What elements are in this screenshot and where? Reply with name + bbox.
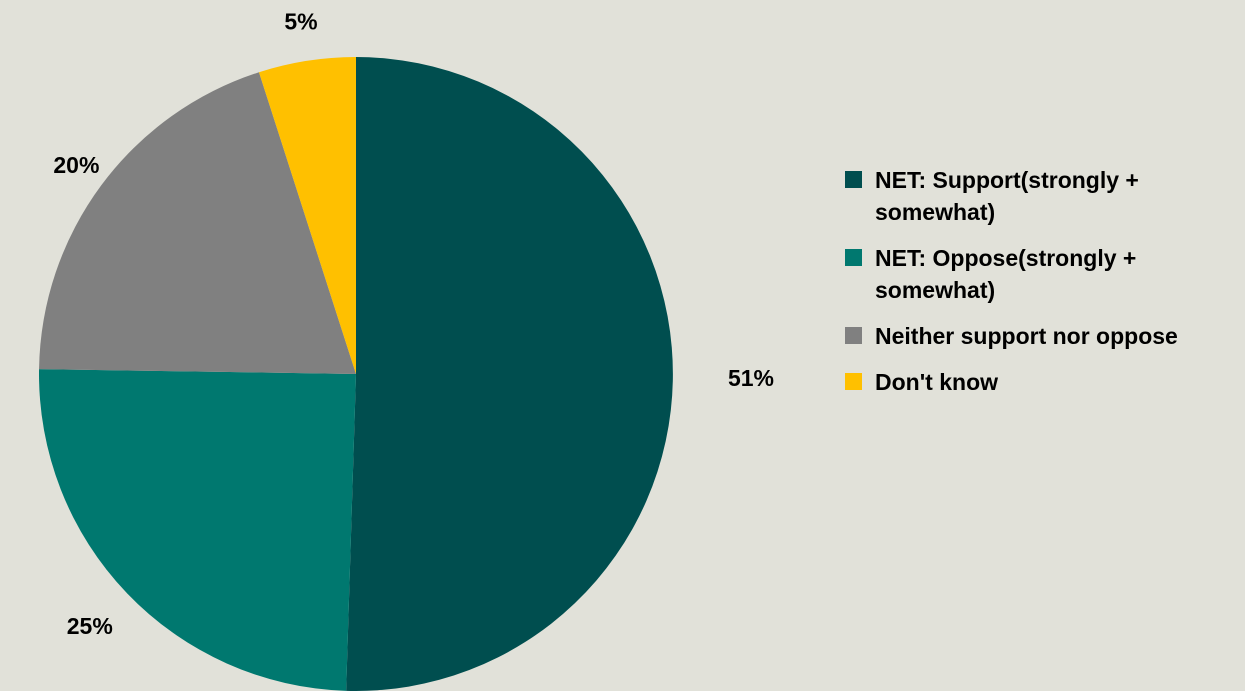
data-label-oppose: 25%	[67, 613, 113, 639]
legend-swatch-neither	[845, 327, 862, 344]
legend-item-neither[interactable]: Neither support nor oppose	[845, 320, 1235, 352]
legend-item-support[interactable]: NET: Support(strongly + somewhat)	[845, 164, 1235, 228]
legend-swatch-oppose	[845, 249, 862, 266]
legend-item-oppose[interactable]: NET: Oppose(strongly + somewhat)	[845, 242, 1235, 306]
data-label-neither: 20%	[53, 152, 99, 178]
legend-swatch-dont-know	[845, 373, 862, 390]
pie-slice-dont-know[interactable]	[258, 57, 356, 374]
data-label-dont-know: 5%	[284, 8, 317, 34]
legend-item-dont-know[interactable]: Don't know	[845, 366, 1235, 398]
legend-label-neither: Neither support nor oppose	[875, 323, 1178, 349]
legend-label-support: NET: Support(strongly + somewhat)	[875, 167, 1139, 225]
chart-legend: NET: Support(strongly + somewhat) NET: O…	[845, 164, 1235, 412]
legend-swatch-support	[845, 171, 862, 188]
legend-label-dont-know: Don't know	[875, 369, 999, 395]
pie-slice-support[interactable]	[346, 57, 673, 691]
data-label-support: 51%	[728, 365, 774, 391]
pie-slice-oppose[interactable]	[39, 369, 356, 691]
pie-slice-neither[interactable]	[39, 72, 356, 375]
legend-label-oppose: NET: Oppose(strongly + somewhat)	[875, 245, 1137, 303]
pie-slices	[39, 57, 673, 691]
pie-data-labels: 51% 25% 20% 5%	[53, 8, 774, 639]
